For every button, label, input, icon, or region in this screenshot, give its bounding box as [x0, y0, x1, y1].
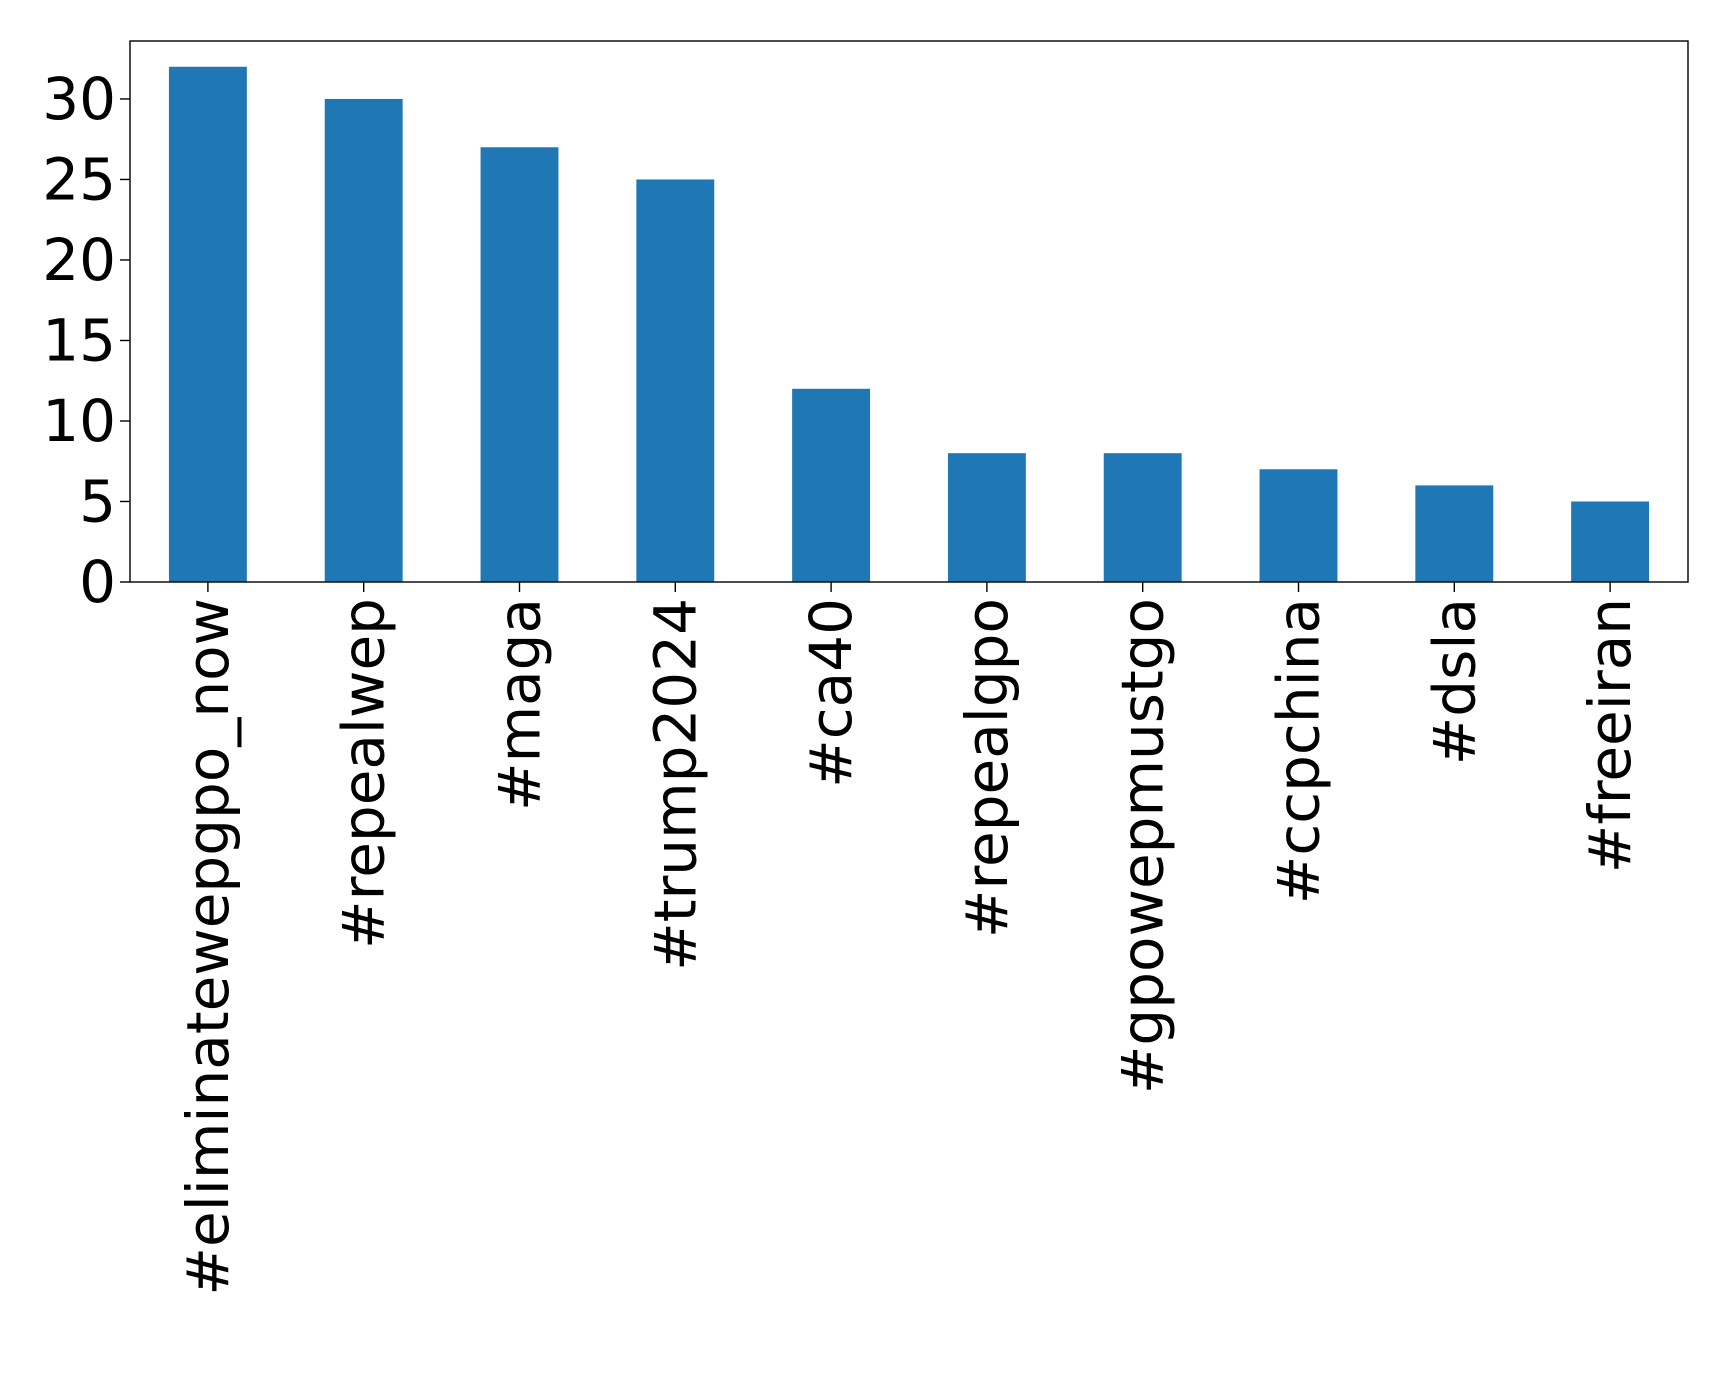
y-tick-label: 30 [42, 65, 116, 133]
bar-0 [168, 66, 247, 582]
x-tick-label: #repealwep [330, 598, 398, 949]
bars-group [168, 66, 1650, 582]
y-tick-label: 15 [42, 306, 116, 374]
y-tick-label: 25 [42, 145, 116, 213]
x-tick-label: #eliminatewepgpo_now [174, 598, 242, 1296]
x-tick-label: #ccpchina [1265, 598, 1333, 904]
y-tick-label: 5 [79, 467, 116, 535]
bar-1 [324, 98, 403, 582]
bar-9 [1571, 501, 1650, 582]
x-tick-label: #maga [486, 598, 554, 811]
bar-5 [947, 453, 1026, 582]
bar-8 [1415, 485, 1494, 582]
x-tick-label: #ca40 [797, 598, 865, 788]
bar-4 [792, 388, 871, 582]
x-axis: #eliminatewepgpo_now #repealwep #maga #trum… [174, 582, 1644, 1296]
x-tick-label: #repealgpo [953, 598, 1021, 938]
plot-area-frame [129, 40, 1689, 583]
y-tick-label: 0 [79, 548, 116, 616]
x-tick-label: #gpowepmustgo [1109, 598, 1177, 1094]
y-tick-label: 10 [42, 387, 116, 455]
bar-2 [480, 147, 559, 582]
x-tick-label: #dsla [1420, 598, 1488, 765]
bar-3 [636, 179, 715, 582]
y-tick-label: 20 [42, 226, 116, 294]
bar-7 [1259, 469, 1338, 582]
bar-6 [1103, 453, 1182, 582]
y-axis: 0 5 10 15 20 25 30 [42, 65, 130, 616]
x-tick-label: #freeiran [1576, 598, 1644, 873]
x-tick-label: #trump2024 [641, 598, 709, 971]
